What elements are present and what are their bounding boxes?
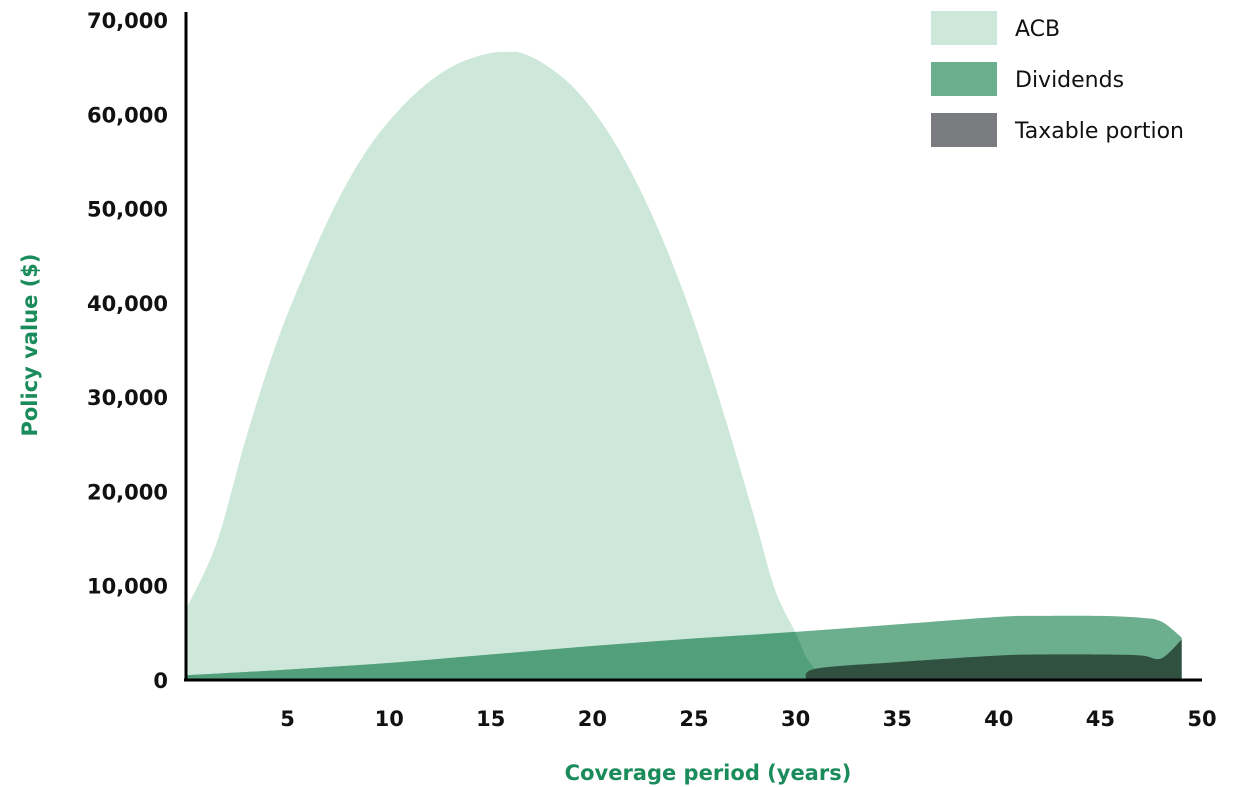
legend: ACB Dividends Taxable portion	[931, 11, 1184, 147]
legend-label-acb: ACB	[1015, 17, 1060, 42]
y-tick-label: 50,000	[87, 198, 168, 222]
x-tick-label: 5	[280, 707, 295, 731]
x-tick-label: 35	[883, 707, 912, 731]
y-tick-label: 10,000	[87, 575, 168, 599]
legend-label-taxable-portion: Taxable portion	[1014, 119, 1184, 144]
x-tick-labels: 5 10 15 20 25 30 35 40 45 50	[280, 707, 1216, 731]
chart-areas	[186, 51, 1182, 681]
x-tick-label: 15	[476, 707, 505, 731]
x-tick-label: 40	[984, 707, 1013, 731]
legend-swatch-acb	[931, 11, 997, 45]
legend-label-dividends: Dividends	[1015, 68, 1124, 93]
y-tick-label: 60,000	[87, 103, 168, 127]
y-tick-label: 70,000	[87, 9, 168, 33]
y-tick-label: 0	[153, 669, 168, 693]
x-tick-label: 30	[781, 707, 810, 731]
x-axis-title: Coverage period (years)	[565, 761, 852, 785]
y-tick-label: 30,000	[87, 386, 168, 410]
legend-swatch-taxable-portion	[931, 113, 997, 147]
series-area-taxable-portion	[805, 639, 1182, 680]
series-area-acb	[186, 51, 816, 681]
legend-swatch-dividends	[931, 62, 997, 96]
x-tick-label: 25	[679, 707, 708, 731]
y-tick-label: 40,000	[87, 292, 168, 316]
x-tick-label: 50	[1187, 707, 1216, 731]
y-axis-title: Policy value ($)	[18, 253, 42, 436]
y-tick-labels: 0 10,000 20,000 30,000 40,000 50,000 60,000 70,…	[87, 9, 168, 693]
x-tick-label: 20	[578, 707, 607, 731]
y-tick-label: 20,000	[87, 480, 168, 504]
x-tick-label: 10	[375, 707, 404, 731]
x-tick-label: 45	[1086, 707, 1115, 731]
